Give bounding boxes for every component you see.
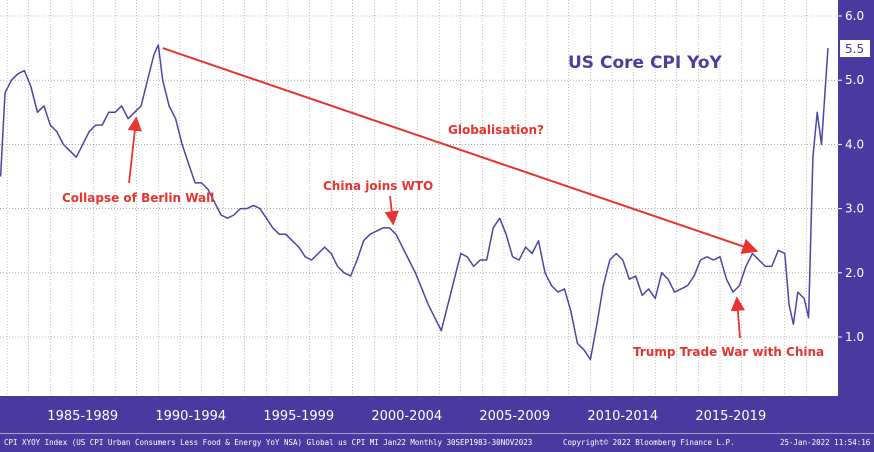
wto-pointer (384, 195, 399, 226)
last-value-box (840, 40, 870, 57)
x-axis: 1985-1989 1990-1994 1995-1999 2000-2004 2005… (47, 409, 766, 424)
y-tick-label: 2.0 (845, 266, 864, 280)
footer-bar (0, 433, 874, 452)
x-tick-label: 2015-2019 (695, 409, 766, 424)
annotation-berlin-wall: Collapse of Berlin Wall (62, 191, 214, 205)
grid (0, 0, 838, 396)
footer-source: CPI XYOY Index (US CPI Urban Consumers L… (4, 438, 532, 447)
footer-timestamp: 25-Jan-2022 11:54:16 (780, 438, 871, 447)
y-axis: 1.0 2.0 3.0 4.0 5.0 6.0 (838, 9, 864, 344)
annotation-wto: China joins WTO (323, 179, 433, 193)
trade-war-pointer (730, 296, 746, 339)
annotation-trade-war: Trump Trade War with China (633, 345, 824, 359)
series-line (0, 44, 829, 361)
x-axis-panel (0, 396, 874, 433)
y-tick-label: 6.0 (845, 9, 864, 23)
x-tick-label: 2005-2009 (479, 409, 550, 424)
x-tick-label: 2010-2014 (587, 409, 658, 424)
y-tick-label: 4.0 (845, 137, 864, 151)
x-tick-label: 1995-1999 (263, 409, 334, 424)
x-tick-label: 1990-1994 (155, 409, 226, 424)
y-axis-panel (838, 0, 874, 452)
x-tick-label: 2000-2004 (371, 409, 442, 424)
annotation-globalisation: Globalisation? (448, 123, 544, 137)
y-tick-label: 1.0 (845, 330, 864, 344)
trend-arrow (162, 47, 759, 255)
berlin-wall-pointer (127, 116, 142, 184)
footer-copyright: Copyright© 2022 Bloomberg Finance L.P. (563, 438, 735, 447)
last-value-label: 5.5 (845, 42, 864, 56)
chart-title: US Core CPI YoY (568, 53, 723, 73)
x-tick-label: 1985-1989 (47, 409, 118, 424)
y-tick-label: 3.0 (845, 202, 864, 216)
y-tick-label: 5.0 (845, 73, 864, 87)
